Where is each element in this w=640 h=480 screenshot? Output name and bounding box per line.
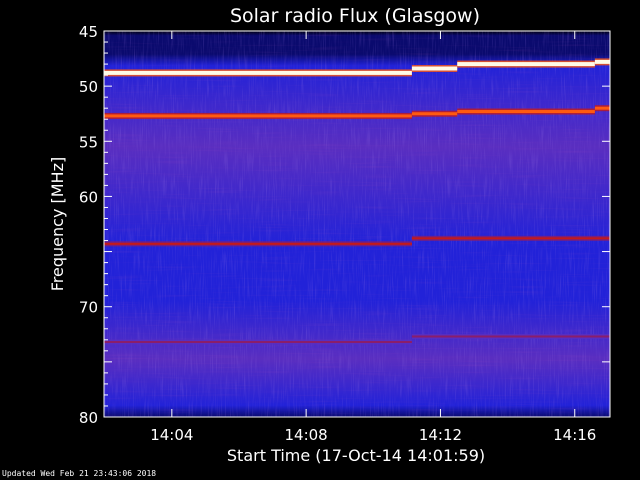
x-axis-title: Start Time (17-Oct-14 14:01:59) xyxy=(227,446,485,465)
emission-band xyxy=(104,341,412,344)
y-tick-label: 55 xyxy=(79,133,98,151)
x-tick-label: 14:16 xyxy=(553,426,596,444)
emission-band xyxy=(104,242,412,245)
emission-band xyxy=(411,112,458,116)
x-tick-label: 14:08 xyxy=(285,426,328,444)
plot-area xyxy=(103,30,611,418)
emission-band xyxy=(594,59,610,64)
y-tick-label: 45 xyxy=(79,23,98,41)
emission-band xyxy=(411,237,610,240)
emission-band xyxy=(411,335,610,338)
y-axis-title: Frequency [MHz] xyxy=(48,157,67,291)
x-tick-label: 14:12 xyxy=(419,426,462,444)
emission-band xyxy=(104,70,412,75)
chart-title: Solar radio Flux (Glasgow) xyxy=(230,5,480,27)
plot-frame xyxy=(103,30,611,418)
y-tick-label: 60 xyxy=(79,188,98,206)
spectrogram-streaks xyxy=(104,31,610,417)
y-tick-label: 80 xyxy=(79,409,98,427)
y-tick-label: 70 xyxy=(79,299,98,317)
x-tick-label: 14:04 xyxy=(150,426,193,444)
axis-ticks: 14:04 14:08 14:12 14:16 45 50 55 60 70 80 xyxy=(79,23,610,444)
emission-band xyxy=(411,66,458,71)
emission-band xyxy=(594,106,610,110)
update-timestamp: Updated Wed Feb 21 23:43:06 2018 xyxy=(2,469,157,478)
emission-band xyxy=(104,114,412,118)
emission-band xyxy=(457,110,595,114)
y-tick-label: 50 xyxy=(79,78,98,96)
emission-band xyxy=(457,62,595,67)
